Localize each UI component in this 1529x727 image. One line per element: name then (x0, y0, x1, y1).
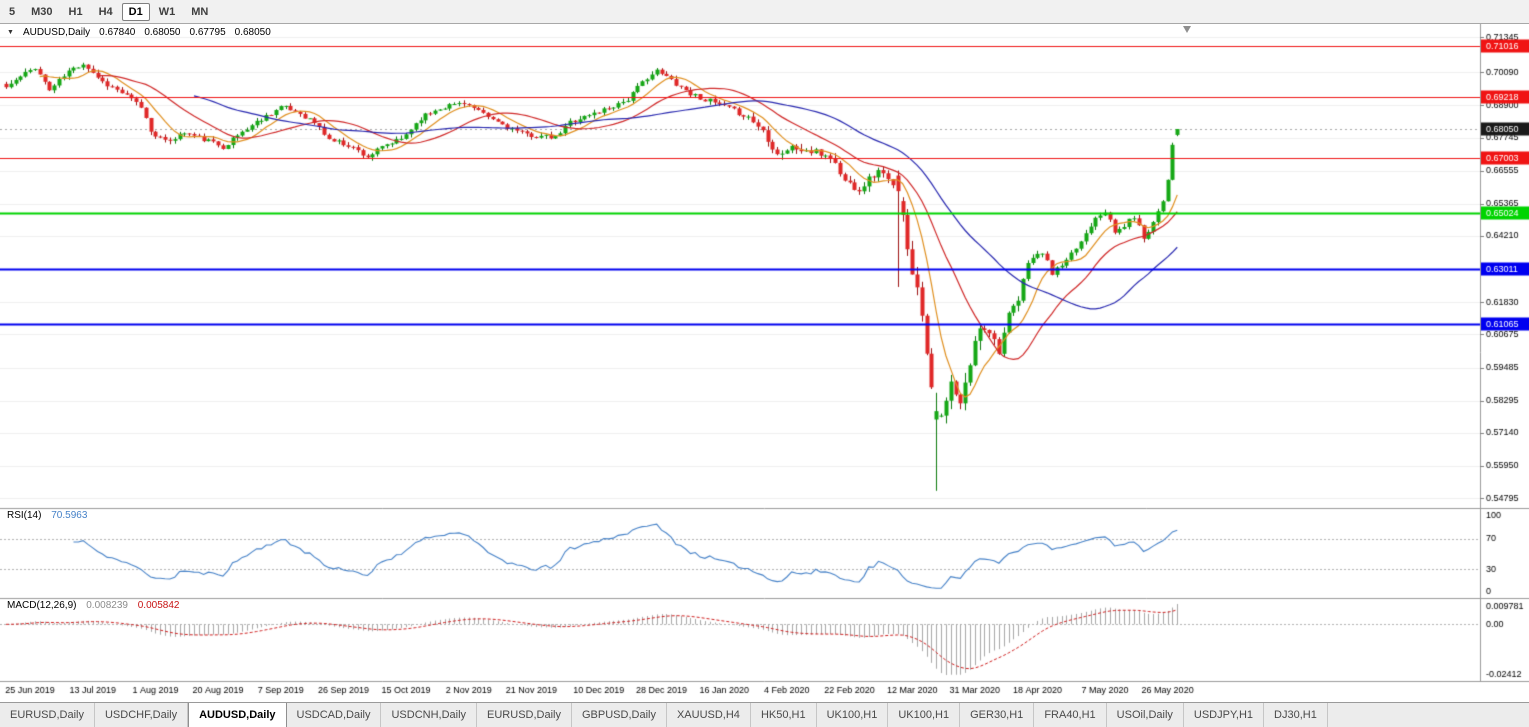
chart-tab-uk100-h1[interactable]: UK100,H1 (816, 703, 889, 727)
rsi-name: RSI(14) (7, 510, 42, 521)
chart-shift-marker-icon[interactable] (1183, 26, 1191, 33)
chart-tab-ger30-h1[interactable]: GER30,H1 (960, 703, 1035, 727)
chart-tab-fra40-h1[interactable]: FRA40,H1 (1034, 703, 1107, 727)
timeframe-button-w1[interactable]: W1 (158, 5, 176, 18)
chart-symbol-period: AUDUSD,Daily (22, 27, 91, 38)
rsi-indicator-title: RSI(14) 70.5963 (7, 510, 87, 521)
chart-tab-bar: EURUSD,Daily USDCHF,Daily AUDUSD,Daily USDC… (0, 702, 1529, 727)
timeframe-button-d1[interactable]: D1 (121, 2, 150, 21)
chart-tab-usdcad-daily[interactable]: USDCAD,Daily (286, 703, 382, 727)
chart-tab-hk50-h1[interactable]: HK50,H1 (750, 703, 817, 727)
chart-tab-usdjpy-h1[interactable]: USDJPY,H1 (1183, 703, 1265, 727)
chart-tab-usdcnh-daily[interactable]: USDCNH,Daily (381, 703, 478, 727)
timeframe-button-mn[interactable]: MN (191, 5, 209, 18)
ohlc-open: 0.67840 (99, 27, 136, 38)
ohlc-low: 0.67795 (189, 27, 226, 38)
macd-indicator-title: MACD(12,26,9) 0.008239 0.005842 (7, 600, 179, 611)
timeframe-toolbar: 5 M30 H1 H4 D1 W1 MN (0, 0, 1529, 24)
chart-tab-uk100-h1[interactable]: UK100,H1 (888, 703, 961, 727)
ohlc-close: 0.68050 (234, 27, 271, 38)
chart-tab-xauusd-h4[interactable]: XAUUSD,H4 (666, 703, 751, 727)
timeframe-button-m30[interactable]: M30 (31, 5, 53, 18)
ohlc-high: 0.68050 (144, 27, 181, 38)
price-chart-canvas[interactable] (0, 24, 1529, 702)
chart-tab-gbpusd-daily[interactable]: GBPUSD,Daily (572, 703, 667, 727)
timeframe-button-5[interactable]: 5 (9, 5, 16, 18)
chart-tab-eurusd-daily[interactable]: EURUSD,Daily (0, 703, 95, 727)
macd-main-value: 0.008239 (86, 600, 128, 611)
timeframe-button-h1[interactable]: H1 (68, 5, 83, 18)
timeframe-button-h4[interactable]: H4 (98, 5, 113, 18)
chart-tab-dj30-h1[interactable]: DJ30,H1 (1264, 703, 1328, 727)
tab-bar-filler (1327, 703, 1529, 727)
chart-tab-usoil-daily[interactable]: USOil,Daily (1106, 703, 1184, 727)
chart-title: ▼ AUDUSD,Daily 0.67840 0.68050 0.67795 0… (7, 27, 280, 38)
rsi-value: 70.5963 (51, 510, 88, 521)
chart-tab-eurusd-daily[interactable]: EURUSD,Daily (477, 703, 572, 727)
chart-tab-audusd-daily[interactable]: AUDUSD,Daily (188, 703, 287, 727)
macd-signal-value: 0.005842 (137, 600, 180, 611)
collapse-triangle-icon[interactable]: ▼ (7, 29, 14, 36)
chart-tab-usdchf-daily[interactable]: USDCHF,Daily (94, 703, 189, 727)
macd-name: MACD(12,26,9) (7, 600, 77, 611)
